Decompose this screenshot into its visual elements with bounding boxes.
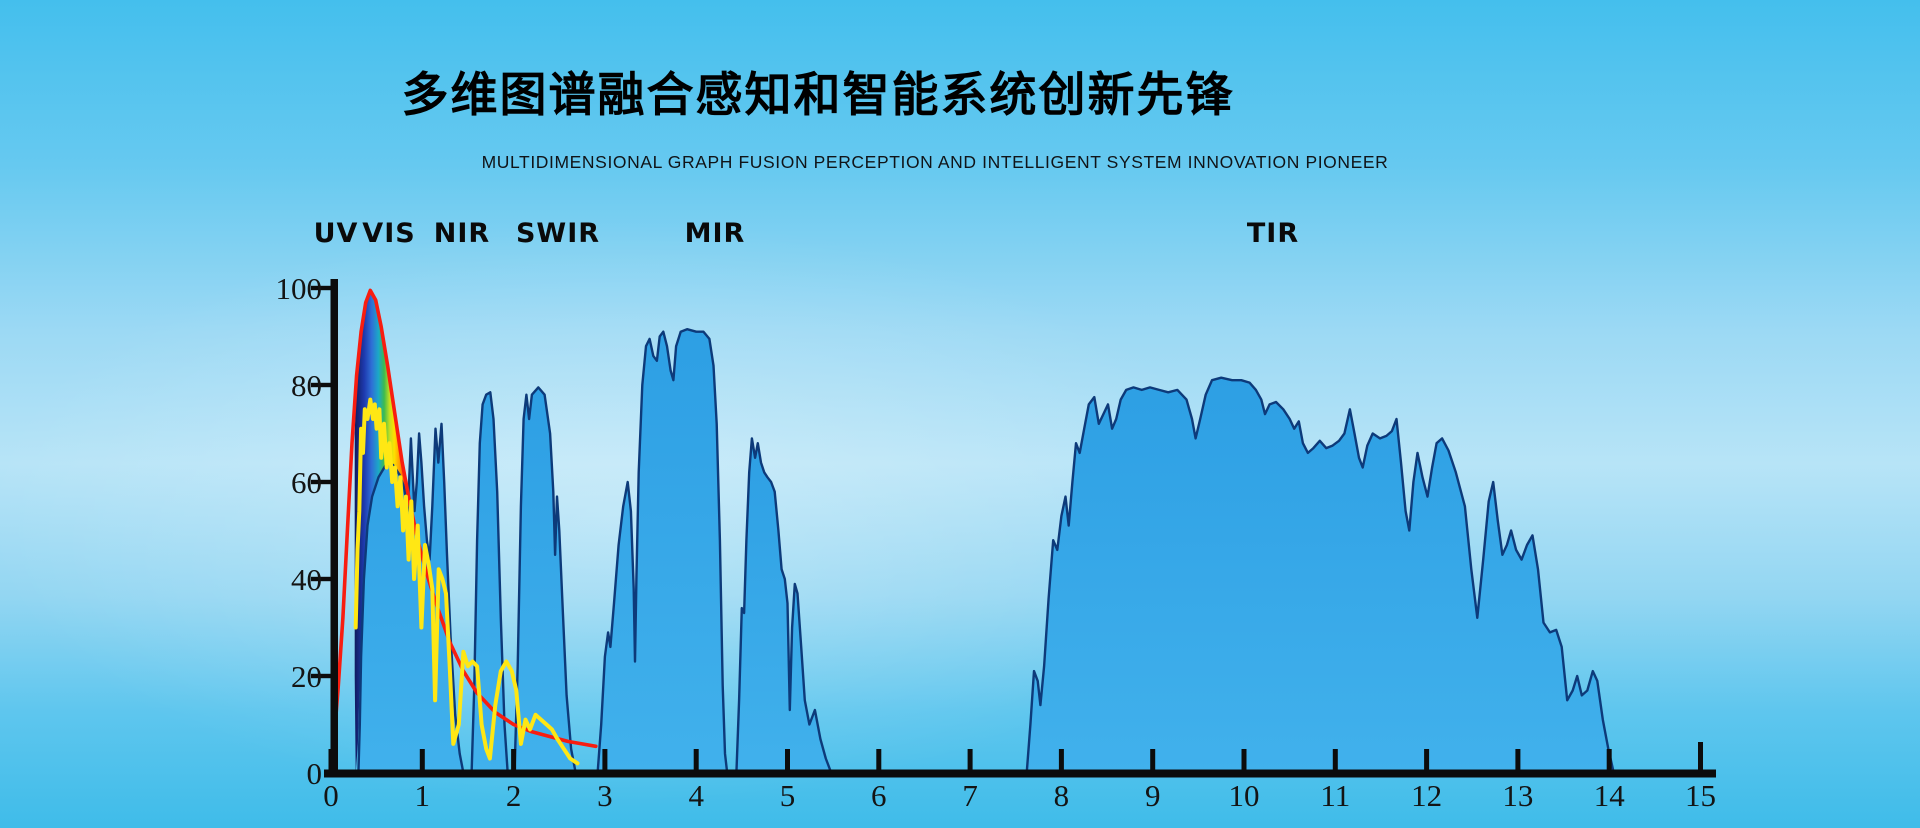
x-tick bbox=[1058, 749, 1064, 770]
band-label-nir: NIR bbox=[433, 218, 491, 249]
x-tick-label: 8 bbox=[1054, 778, 1070, 813]
tir-window bbox=[1025, 376, 1615, 775]
x-tick bbox=[1424, 749, 1430, 770]
x-tick bbox=[511, 749, 517, 770]
band-label-swir: SWIR bbox=[515, 218, 601, 249]
y-tick-label: 0 bbox=[307, 756, 323, 791]
x-tick bbox=[1332, 749, 1338, 770]
ground-solar-spectrum-curve bbox=[353, 397, 580, 766]
y-tick bbox=[311, 479, 331, 485]
x-axis-line bbox=[324, 769, 1716, 778]
x-tick-label: 10 bbox=[1229, 778, 1260, 813]
x-tick bbox=[876, 749, 882, 770]
y-axis-line bbox=[330, 279, 338, 777]
x-tick bbox=[967, 749, 973, 770]
x-tick-label: 11 bbox=[1320, 778, 1350, 813]
x-tick bbox=[328, 749, 334, 770]
x-tick bbox=[1698, 742, 1703, 770]
x-tick bbox=[1241, 749, 1247, 770]
y-tick-label: 40 bbox=[291, 562, 322, 597]
x-tick bbox=[419, 749, 425, 770]
x-tick bbox=[602, 749, 608, 770]
y-tick bbox=[311, 673, 331, 679]
x-tick-label: 1 bbox=[415, 778, 431, 813]
x-tick-label: 0 bbox=[323, 778, 339, 813]
x-tick-label: 9 bbox=[1145, 778, 1161, 813]
band-label-mir: MIR bbox=[684, 218, 746, 249]
x-tick bbox=[1606, 749, 1612, 770]
y-tick-label: 80 bbox=[291, 368, 322, 403]
y-tick bbox=[311, 285, 331, 291]
x-tick-label: 12 bbox=[1411, 778, 1442, 813]
band-label-uv: UV bbox=[313, 218, 359, 249]
x-tick-label: 6 bbox=[871, 778, 887, 813]
x-tick-label: 15 bbox=[1685, 778, 1716, 813]
x-tick bbox=[1150, 749, 1156, 770]
band-label-vis: VIS bbox=[362, 218, 416, 249]
y-tick-label: 20 bbox=[291, 659, 322, 694]
x-tick-label: 3 bbox=[597, 778, 613, 813]
x-tick bbox=[693, 749, 699, 770]
x-tick bbox=[785, 749, 790, 770]
y-tick bbox=[311, 576, 331, 582]
mir-window-2 bbox=[735, 437, 833, 775]
x-tick-label: 13 bbox=[1502, 778, 1533, 813]
band-label-tir: TIR bbox=[1246, 218, 1300, 249]
y-tick bbox=[311, 382, 331, 388]
y-tick-label: 100 bbox=[276, 271, 323, 306]
page-subtitle: MULTIDIMENSIONAL GRAPH FUSION PERCEPTION… bbox=[481, 152, 1389, 172]
page-title: 多维图谱融合感知和智能系统创新先锋 bbox=[401, 68, 1235, 121]
y-tick-label: 60 bbox=[291, 465, 322, 500]
swir-window-2 bbox=[513, 386, 577, 775]
mir-window-1 bbox=[596, 328, 729, 775]
x-tick-label: 2 bbox=[506, 778, 522, 813]
x-tick-label: 7 bbox=[962, 778, 978, 813]
x-tick-label: 4 bbox=[688, 778, 704, 813]
x-tick bbox=[1515, 749, 1521, 770]
x-tick-label: 5 bbox=[780, 778, 796, 813]
x-tick-label: 14 bbox=[1594, 778, 1626, 813]
